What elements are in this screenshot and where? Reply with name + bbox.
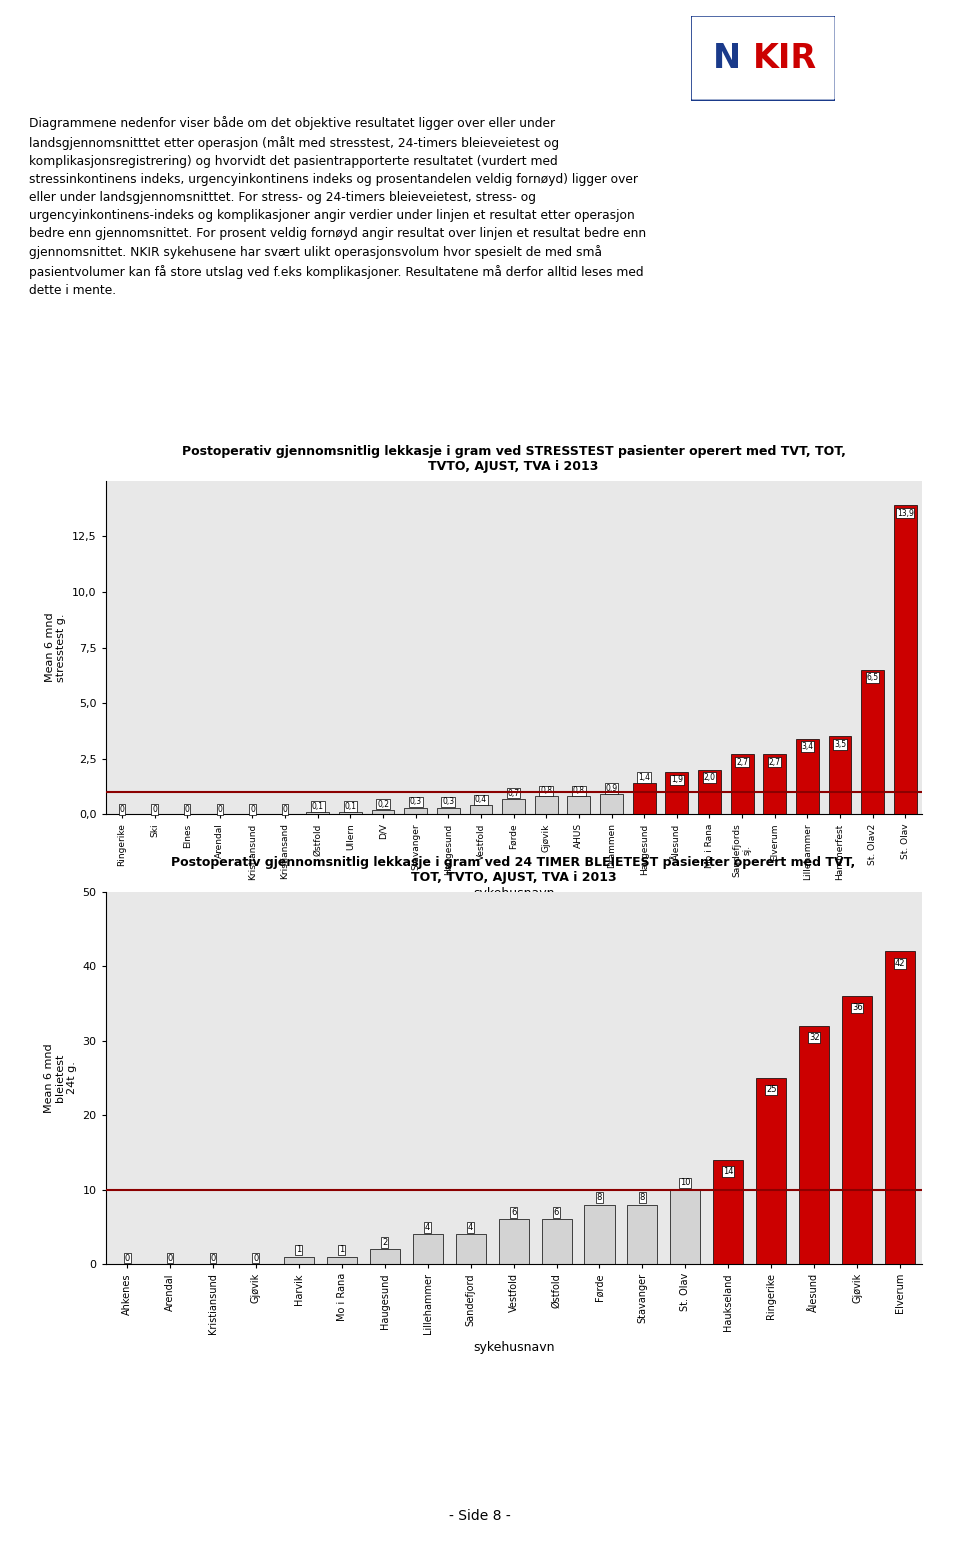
Text: 42: 42 xyxy=(895,959,905,968)
Bar xyxy=(535,797,558,814)
Text: 0: 0 xyxy=(184,805,190,814)
Y-axis label: Mean 6 mnd
stresstest g.: Mean 6 mnd stresstest g. xyxy=(45,613,66,682)
Bar xyxy=(502,799,525,814)
Bar xyxy=(498,1219,529,1264)
Bar xyxy=(842,996,873,1264)
Text: 0: 0 xyxy=(119,805,125,814)
Text: 0,8: 0,8 xyxy=(573,786,585,796)
Text: 0,2: 0,2 xyxy=(377,800,389,808)
Bar xyxy=(796,738,819,814)
Text: 3,4: 3,4 xyxy=(802,741,813,751)
Text: 0,8: 0,8 xyxy=(540,786,552,796)
Bar xyxy=(885,951,915,1264)
Text: 2,0: 2,0 xyxy=(704,772,715,782)
Bar xyxy=(670,1190,701,1264)
Text: 25: 25 xyxy=(766,1086,777,1095)
Text: N: N xyxy=(713,42,741,74)
Text: 0: 0 xyxy=(152,805,157,814)
Text: 0: 0 xyxy=(217,805,223,814)
Text: 2,7: 2,7 xyxy=(736,757,748,766)
Text: Diagrammene nedenfor viser både om det objektive resultatet ligger over eller un: Diagrammene nedenfor viser både om det o… xyxy=(29,116,646,296)
Bar xyxy=(284,1256,314,1264)
Bar xyxy=(339,813,362,814)
Text: 0: 0 xyxy=(282,805,288,814)
Text: 2,7: 2,7 xyxy=(769,757,780,766)
Bar xyxy=(628,1205,658,1264)
Bar xyxy=(585,1205,614,1264)
Text: 14: 14 xyxy=(723,1168,733,1176)
Text: 36: 36 xyxy=(852,1003,862,1013)
Text: 0,4: 0,4 xyxy=(475,796,487,805)
Text: 6,5: 6,5 xyxy=(867,673,878,682)
Bar xyxy=(413,1235,443,1264)
Text: 8: 8 xyxy=(597,1193,602,1202)
Text: 3,5: 3,5 xyxy=(834,740,846,749)
X-axis label: sykehusnavn: sykehusnavn xyxy=(473,1342,554,1354)
Text: 1: 1 xyxy=(297,1245,301,1255)
Text: 0,1: 0,1 xyxy=(312,802,324,811)
Bar xyxy=(894,506,917,814)
Bar xyxy=(713,1160,743,1264)
Bar xyxy=(600,794,623,814)
Title: Postoperativ gjennomsnitlig lekkasje i gram ved 24 TIMER BLEIETEST pasienter ope: Postoperativ gjennomsnitlig lekkasje i g… xyxy=(172,856,855,884)
Text: 4: 4 xyxy=(425,1224,430,1231)
Text: 8: 8 xyxy=(639,1193,645,1202)
Bar xyxy=(456,1235,486,1264)
Bar xyxy=(756,1078,786,1264)
Text: 1,9: 1,9 xyxy=(671,776,683,785)
Text: - Side 8 -: - Side 8 - xyxy=(449,1509,511,1523)
Text: 6: 6 xyxy=(554,1208,560,1218)
X-axis label: sykehusnavn: sykehusnavn xyxy=(473,887,554,900)
Text: 1,4: 1,4 xyxy=(638,772,650,782)
Bar xyxy=(326,1256,357,1264)
Text: 0: 0 xyxy=(210,1253,216,1263)
Text: 0,3: 0,3 xyxy=(410,797,421,807)
Bar xyxy=(370,1249,399,1264)
Y-axis label: Mean 6 mnd
bleietest
24t g.: Mean 6 mnd bleietest 24t g. xyxy=(44,1044,77,1112)
FancyBboxPatch shape xyxy=(689,14,837,102)
Text: 0,9: 0,9 xyxy=(606,785,617,793)
Text: 0: 0 xyxy=(125,1253,130,1263)
Bar xyxy=(731,754,754,814)
Bar xyxy=(306,813,329,814)
Text: 10: 10 xyxy=(680,1179,690,1188)
Text: KIR: KIR xyxy=(753,42,817,74)
Text: 32: 32 xyxy=(809,1033,820,1042)
Text: 1: 1 xyxy=(339,1245,345,1255)
Bar xyxy=(861,670,884,814)
Text: 4: 4 xyxy=(468,1224,473,1231)
Bar xyxy=(828,737,852,814)
Text: 0,7: 0,7 xyxy=(508,788,519,797)
Text: 13,9: 13,9 xyxy=(897,509,914,518)
Title: Postoperativ gjennomsnitlig lekkasje i gram ved STRESSTEST pasienter operert med: Postoperativ gjennomsnitlig lekkasje i g… xyxy=(181,445,846,473)
Text: 0,1: 0,1 xyxy=(345,802,356,811)
Bar xyxy=(437,808,460,814)
Text: 0,3: 0,3 xyxy=(443,797,454,807)
Text: 0: 0 xyxy=(253,1253,258,1263)
Bar xyxy=(541,1219,571,1264)
Bar xyxy=(469,805,492,814)
Text: 6: 6 xyxy=(511,1208,516,1218)
Text: 0: 0 xyxy=(167,1253,173,1263)
Text: 2: 2 xyxy=(382,1238,388,1247)
Bar xyxy=(567,797,590,814)
Bar xyxy=(763,754,786,814)
Bar xyxy=(698,769,721,814)
Bar xyxy=(799,1025,829,1264)
Bar xyxy=(372,810,395,814)
Text: 0: 0 xyxy=(250,805,255,814)
Bar xyxy=(665,772,688,814)
Bar xyxy=(404,808,427,814)
Bar xyxy=(633,783,656,814)
